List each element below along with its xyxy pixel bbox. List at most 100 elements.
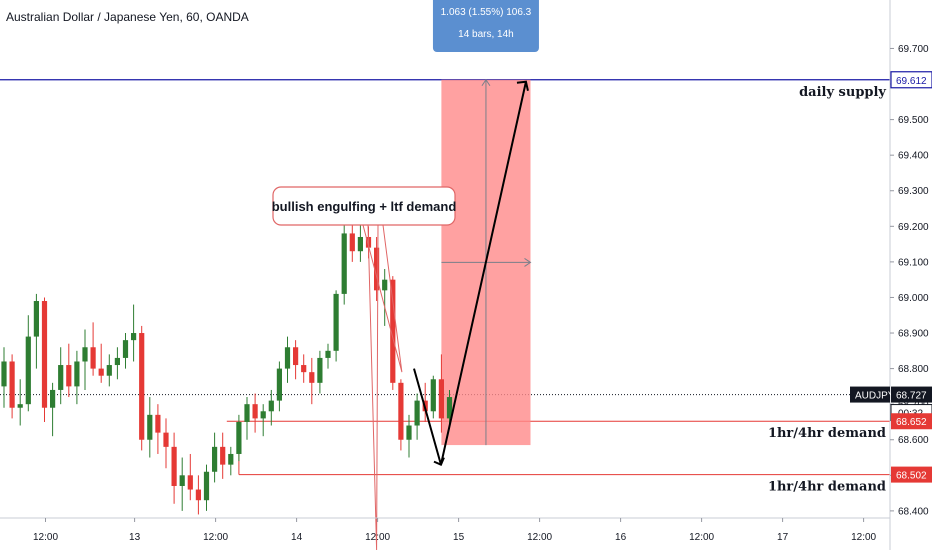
y-tick-label: 69.700 — [898, 44, 929, 55]
bearish-candle — [309, 372, 315, 383]
x-tick-label: 12:00 — [527, 532, 552, 543]
bearish-candle — [66, 365, 72, 387]
candle-series — [1, 212, 453, 515]
x-tick-label: 12:00 — [203, 532, 228, 543]
bullish-candle — [317, 357, 323, 383]
bearish-candle — [139, 333, 145, 440]
x-tick-label: 12:00 — [365, 532, 390, 543]
x-tick-label: 13 — [129, 532, 141, 543]
bullish-candle — [131, 333, 137, 341]
bullish-candle — [1, 361, 7, 387]
bullish-candle — [25, 336, 31, 405]
callout-box[interactable] — [272, 186, 456, 226]
bearish-candle — [252, 404, 258, 419]
bullish-candle — [122, 340, 129, 358]
bullish-candle — [17, 404, 23, 408]
bearish-candle — [220, 446, 226, 465]
bearish-candle — [171, 446, 177, 486]
y-tick-label: 68.400 — [898, 506, 929, 517]
bullish-candle — [341, 233, 347, 294]
bearish-candle — [390, 279, 396, 383]
daily-supply-label: daily supply — [799, 85, 886, 100]
bearish-candle — [41, 301, 48, 408]
symbol-tag: AUDJPY — [855, 391, 895, 402]
x-tick-label: 12:00 — [689, 532, 714, 543]
x-tick-label: 17 — [777, 532, 789, 543]
demand-upper-price-tag: 68.652 — [896, 417, 927, 428]
bullish-candle — [260, 411, 266, 419]
bearish-candle — [163, 432, 169, 447]
projection-stats-line1: 1.063 (1.55%) 106.3 — [441, 7, 532, 18]
symbol-title: Australian Dollar / Japanese Yen, 60, OA… — [6, 10, 249, 24]
bullish-candle — [82, 347, 88, 362]
bearish-candle — [438, 379, 444, 419]
bullish-candle — [147, 414, 153, 440]
x-tick-label: 16 — [615, 532, 627, 543]
path-low-arrowhead — [433, 457, 445, 466]
bullish-candle — [33, 301, 39, 337]
bullish-candle — [382, 279, 388, 291]
bullish-candle — [50, 389, 56, 408]
current-price-tag-bg — [891, 386, 932, 403]
x-tick-label: 12:00 — [33, 532, 58, 543]
bearish-candle — [155, 414, 161, 433]
projection-up-arrowhead — [481, 78, 491, 87]
demand-lower-price-tag-bg — [891, 466, 932, 483]
bearish-candle — [187, 475, 193, 490]
y-tick-label: 68.800 — [898, 364, 929, 375]
bullish-candle — [74, 361, 80, 387]
y-tick-label: 68.900 — [898, 329, 929, 340]
path-target-arrowhead — [516, 80, 529, 91]
projection-right-arrowhead — [524, 258, 532, 267]
current-price-tag: 68.727 — [896, 391, 927, 402]
supply-price-tag-bg — [890, 71, 932, 89]
bullish-candle — [446, 397, 453, 419]
bearish-candle — [374, 247, 380, 291]
bullish-candle — [203, 471, 210, 501]
x-tick-label: 12:00 — [851, 532, 876, 543]
bullish-candle — [106, 365, 112, 376]
bullish-candle — [284, 347, 291, 369]
y-tick-label: 69.400 — [898, 151, 929, 162]
bullish-candle — [236, 421, 242, 454]
x-tick-label: 14 — [291, 532, 303, 543]
symbol-tag-bg — [850, 386, 890, 403]
callout-text: bullish engulfing + ltf demand — [272, 199, 457, 214]
bullish-candle — [114, 357, 120, 366]
bullish-candle — [179, 475, 185, 486]
bullish-candle — [228, 453, 234, 465]
bearish-candle — [90, 347, 96, 369]
demand-upper-label: 1hr/4hr demand — [768, 426, 886, 441]
bullish-candle — [357, 236, 363, 252]
supply-price-tag: 69.612 — [896, 76, 927, 87]
projection-info-box — [432, 0, 539, 52]
bearish-candle — [98, 368, 104, 376]
y-tick-label: 69.300 — [898, 186, 929, 197]
bullish-candle — [212, 446, 218, 472]
y-tick-label: 69.200 — [898, 222, 929, 233]
drawings: bullish engulfing + ltf demand daily supp… — [272, 80, 886, 551]
bullish-candle — [333, 293, 339, 351]
bearish-candle — [301, 365, 307, 373]
bullish-candle — [244, 404, 250, 422]
y-tick-label: 68.600 — [898, 435, 929, 446]
bullish-candle — [430, 379, 436, 412]
bearish-candle — [293, 347, 299, 366]
y-tick-label: 69.100 — [898, 257, 929, 268]
projection-stats-line2: 14 bars, 14h — [458, 29, 514, 40]
demand-lower-price-tag: 68.502 — [896, 471, 927, 482]
bullish-candle — [325, 350, 331, 358]
bullish-candle — [268, 400, 274, 412]
bullish-candle — [58, 365, 64, 390]
x-tick-label: 15 — [453, 532, 465, 543]
bullish-candle — [414, 400, 420, 426]
bearish-candle — [398, 382, 404, 440]
demand-lower-label: 1hr/4hr demand — [768, 480, 886, 495]
y-tick-label: 69.500 — [898, 115, 929, 126]
bullish-candle — [276, 368, 282, 401]
demand-upper-price-tag-bg — [891, 413, 932, 430]
bullish-candle — [406, 425, 412, 440]
